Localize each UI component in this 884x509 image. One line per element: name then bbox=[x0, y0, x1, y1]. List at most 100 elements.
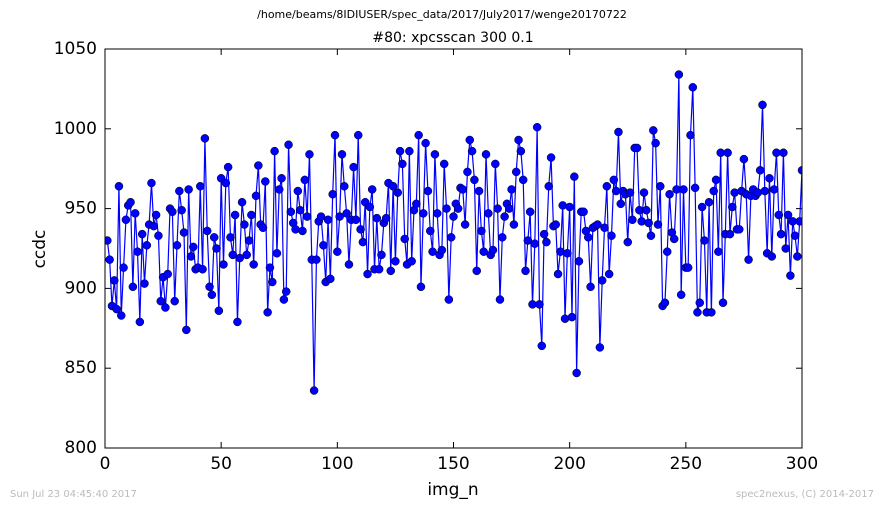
data-point bbox=[286, 207, 296, 217]
data-point bbox=[776, 229, 786, 239]
data-point bbox=[398, 159, 407, 169]
data-point bbox=[493, 204, 502, 213]
data-point bbox=[432, 209, 442, 218]
data-point bbox=[110, 276, 119, 285]
data-point bbox=[797, 166, 802, 175]
data-point bbox=[189, 242, 198, 252]
data-point bbox=[579, 207, 588, 217]
data-point bbox=[686, 130, 695, 140]
data-point bbox=[270, 146, 279, 156]
data-point bbox=[651, 138, 660, 148]
data-point bbox=[405, 146, 414, 156]
data-point bbox=[374, 264, 384, 274]
data-point bbox=[723, 148, 732, 157]
suptitle: /home/beams/8IDIUSER/spec_data/2017/July… bbox=[257, 8, 627, 21]
data-point bbox=[783, 210, 793, 220]
data-point bbox=[446, 233, 456, 242]
footer-right: spec2nexus, (C) 2014-2017 bbox=[736, 489, 874, 500]
data-point bbox=[449, 212, 458, 221]
data-point bbox=[623, 237, 632, 247]
data-point bbox=[695, 298, 705, 308]
data-point bbox=[600, 223, 609, 233]
data-point bbox=[388, 182, 398, 191]
data-point bbox=[551, 220, 560, 229]
data-point bbox=[149, 221, 159, 231]
data-point bbox=[458, 185, 468, 194]
data-point bbox=[177, 205, 186, 215]
data-point bbox=[567, 312, 577, 322]
data-point bbox=[711, 175, 721, 185]
data-point bbox=[793, 252, 802, 261]
data-point bbox=[444, 295, 454, 304]
data-point bbox=[544, 182, 554, 191]
data-point bbox=[242, 250, 251, 260]
data-point bbox=[488, 245, 498, 255]
data-point bbox=[337, 150, 347, 159]
data-point bbox=[556, 247, 565, 256]
data-point bbox=[130, 209, 140, 218]
data-point bbox=[779, 148, 788, 157]
data-point bbox=[121, 215, 131, 225]
data-point bbox=[690, 183, 700, 193]
data-point bbox=[683, 263, 693, 272]
data-point bbox=[407, 257, 416, 266]
data-point bbox=[558, 201, 567, 210]
data-point bbox=[221, 178, 231, 188]
data-point bbox=[367, 185, 377, 194]
data-point bbox=[275, 185, 284, 194]
data-point bbox=[507, 185, 516, 194]
data-point bbox=[602, 182, 612, 191]
data-point bbox=[467, 146, 477, 156]
data-point bbox=[117, 311, 126, 320]
data-point bbox=[786, 271, 795, 280]
data-point bbox=[537, 341, 547, 351]
data-point bbox=[437, 245, 447, 255]
data-point bbox=[381, 213, 391, 223]
data-point bbox=[356, 225, 365, 234]
data-point bbox=[614, 127, 623, 137]
data-point bbox=[628, 215, 637, 225]
data-point bbox=[365, 202, 375, 212]
data-point bbox=[500, 212, 509, 221]
data-point bbox=[335, 212, 344, 221]
data-point bbox=[553, 269, 563, 279]
data-point bbox=[481, 150, 491, 159]
data-point bbox=[725, 229, 735, 239]
data-point bbox=[625, 188, 635, 197]
data-point bbox=[474, 186, 484, 196]
data-point bbox=[477, 226, 486, 236]
data-point bbox=[293, 186, 303, 196]
data-point bbox=[133, 247, 142, 256]
data-point bbox=[395, 146, 405, 156]
data-point bbox=[565, 202, 574, 212]
data-point bbox=[465, 135, 475, 145]
data-point bbox=[781, 244, 790, 253]
data-point bbox=[744, 255, 753, 264]
data-point bbox=[126, 197, 135, 207]
data-point bbox=[597, 276, 607, 285]
data-point bbox=[509, 220, 519, 229]
data-point bbox=[709, 186, 718, 196]
data-point bbox=[393, 188, 402, 197]
data-point bbox=[291, 225, 300, 234]
data-point bbox=[607, 231, 616, 240]
data-point bbox=[209, 233, 219, 242]
data-point bbox=[112, 304, 121, 314]
footer-left: Sun Jul 23 04:45:40 2017 bbox=[10, 489, 137, 500]
data-point bbox=[765, 174, 774, 183]
data-point bbox=[258, 223, 268, 233]
data-point bbox=[574, 257, 584, 266]
data-point bbox=[302, 212, 312, 221]
data-point bbox=[665, 189, 674, 199]
data-point bbox=[170, 296, 179, 306]
data-point bbox=[637, 217, 646, 226]
y-tick-label: 950 bbox=[65, 199, 97, 219]
x-tick-label: 100 bbox=[321, 454, 353, 474]
data-point bbox=[326, 274, 335, 284]
data-point bbox=[790, 231, 800, 240]
data-point bbox=[161, 303, 170, 312]
data-point bbox=[202, 226, 212, 236]
data-point bbox=[753, 188, 763, 197]
data-point bbox=[428, 247, 437, 256]
data-point bbox=[323, 215, 333, 225]
